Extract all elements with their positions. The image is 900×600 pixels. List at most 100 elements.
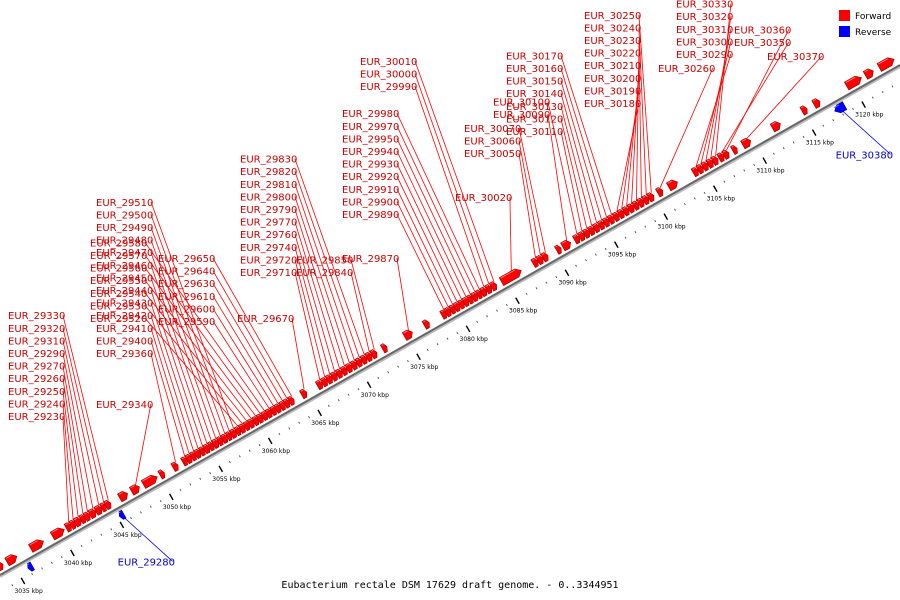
label-connector (212, 257, 293, 397)
label-connector (414, 85, 485, 288)
minor-tick (60, 556, 63, 559)
minor-tick (308, 415, 310, 419)
gene-label-eur_29830: EUR_29830 (240, 155, 297, 166)
minor-tick (110, 528, 113, 531)
label-connector (150, 302, 199, 450)
minor-tick (258, 444, 261, 447)
label-connector (396, 213, 445, 311)
gene-glyph (843, 75, 862, 91)
minor-tick (199, 477, 202, 480)
label-connectors (62, 3, 891, 562)
axis-line (0, 64, 900, 576)
gene-label-eur_29290: EUR_29290 (8, 349, 65, 360)
major-tick (712, 185, 718, 193)
label-connector (144, 242, 266, 412)
minor-tick (852, 107, 854, 110)
gene-label-eur_30190: EUR_30190 (584, 86, 641, 97)
minor-tick (535, 287, 538, 290)
gene-label-eur_29650: EUR_29650 (158, 254, 215, 265)
gene-eur_29810 (349, 360, 358, 371)
gene-eur_30070 (540, 252, 549, 263)
gene-eur_30110 (576, 231, 586, 242)
minor-tick (644, 225, 647, 228)
label-connector (396, 188, 454, 306)
minor-tick (743, 169, 746, 172)
gene-label-eur_30170: EUR_30170 (506, 51, 563, 62)
tick-label: 3075 kbp (410, 364, 438, 371)
gene-eur_29910 (448, 304, 456, 315)
gene-label-eur_30000: EUR_30000 (360, 69, 417, 80)
label-connector (636, 52, 640, 202)
label-connector (396, 257, 409, 331)
gene-eur_30060 (535, 254, 544, 266)
gene-label-eur_29900: EUR_29900 (342, 197, 399, 208)
label-connector (560, 80, 603, 221)
label-connector (659, 67, 714, 188)
gene-eur_29720 (319, 377, 328, 388)
major-tick (119, 521, 125, 529)
gene-eur_29650 (286, 395, 295, 407)
gene-label-eur_29740: EUR_29740 (240, 243, 297, 254)
gene-label-eur_30350: EUR_30350 (734, 38, 791, 49)
gene-eur_29740 (324, 374, 333, 385)
gene-eur_29520 (233, 426, 242, 437)
label-connector (294, 271, 321, 381)
gene-eur_30250 (646, 192, 655, 203)
gene-label-eur_29910: EUR_29910 (342, 185, 399, 196)
label-connector (695, 53, 732, 168)
gene-eur_29840 (364, 351, 373, 363)
gene-eur_29490 (219, 433, 229, 445)
gene-label-eur_30090: EUR_30090 (493, 110, 550, 121)
gene-glyph (554, 244, 562, 255)
legend: Forward Reverse (839, 10, 892, 38)
gene-label-eur_29500: EUR_29500 (96, 210, 153, 221)
minor-tick (486, 315, 488, 318)
genome-caption: Eubacterium rectale DSM 17629 draft geno… (281, 580, 618, 591)
minor-tick (347, 393, 350, 396)
label-connector (638, 39, 642, 199)
gene-eur_29330 (103, 499, 112, 511)
label-connector (294, 183, 355, 362)
gene-eur_30020 (498, 268, 522, 286)
gene-glyph (117, 491, 128, 503)
minor-tick (802, 135, 805, 139)
gene-eur_29580 (260, 411, 269, 422)
gene-label-eur_29790: EUR_29790 (240, 205, 297, 216)
minor-tick (693, 197, 696, 200)
gene-eur_29410 (184, 453, 193, 465)
minor-tick (496, 309, 498, 312)
label-connector (350, 259, 375, 350)
label-connector (547, 101, 578, 235)
gene-eur_30150 (596, 220, 605, 231)
gene-eur_29430 (193, 448, 202, 460)
gene-eur_30190 (616, 209, 625, 220)
label-connector (150, 264, 213, 442)
gene-eur_30290 (690, 166, 699, 178)
label-connector (631, 65, 640, 204)
legend-forward-swatch (839, 10, 850, 21)
gene-eur_29600 (269, 406, 277, 417)
label-connector (212, 270, 288, 400)
gene-eur_30100 (571, 234, 581, 245)
gene-label-eur_29760: EUR_29760 (240, 230, 297, 241)
minor-tick (189, 483, 192, 486)
gene-label-eur_30050: EUR_30050 (464, 149, 521, 160)
gene-label-eur_30130: EUR_30130 (506, 102, 563, 113)
gene-label-eur_30070: EUR_30070 (464, 124, 521, 135)
minor-tick (505, 303, 508, 307)
tick-label: 3085 kbp (509, 308, 537, 315)
gene-label-eur_29330: EUR_29330 (8, 311, 65, 322)
gene-eur_29890 (439, 309, 448, 320)
tick-label: 3045 kbp (113, 532, 141, 539)
minor-tick (41, 567, 43, 570)
tick-label: 3050 kbp (163, 504, 191, 511)
gene-eur_30200 (621, 206, 630, 217)
label-connector (212, 320, 270, 410)
gene-eur_29550 (246, 418, 255, 429)
minor-tick (139, 511, 142, 514)
gene-label-eur_29990: EUR_29990 (360, 82, 417, 93)
gene-eur_29640 (282, 398, 291, 409)
major-tick (861, 101, 866, 108)
tick-label: 3080 kbp (460, 336, 488, 343)
